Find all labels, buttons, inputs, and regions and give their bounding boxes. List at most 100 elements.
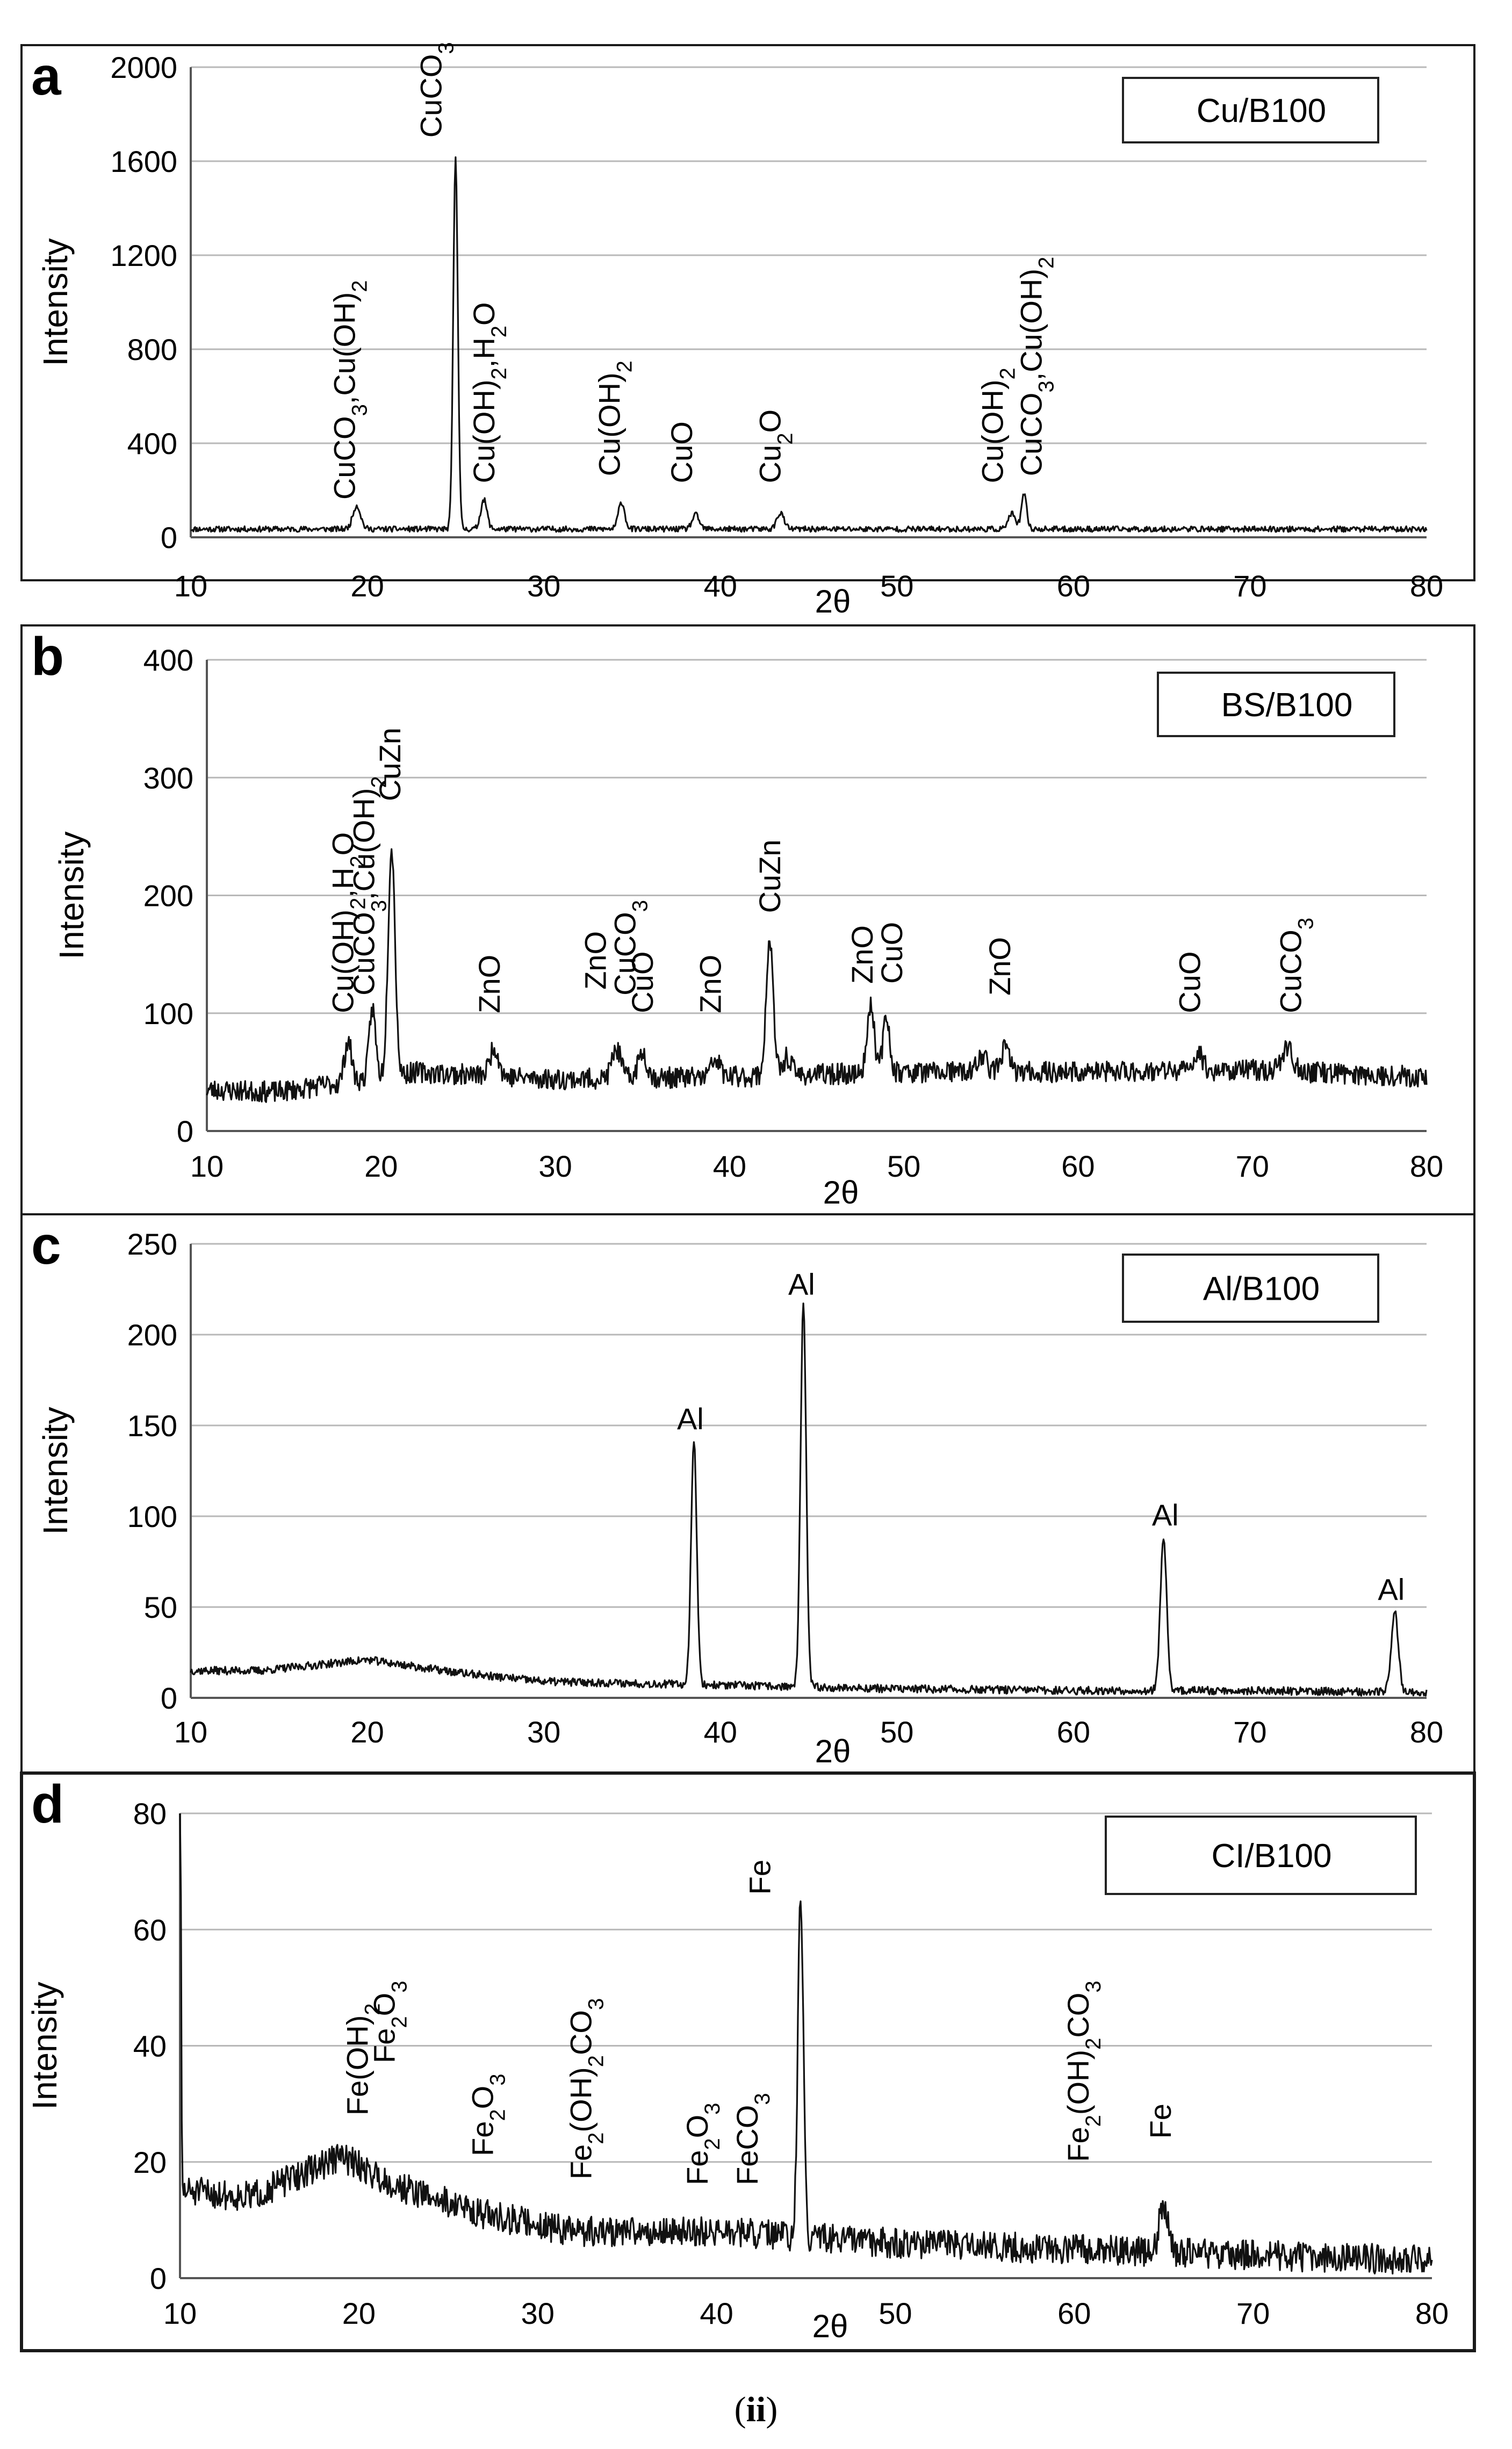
peak-label: ZnO xyxy=(694,955,728,1013)
peak-label: CuCO3 xyxy=(608,900,652,996)
peak-label-part: O xyxy=(326,832,359,856)
peak-label-part: (OH) xyxy=(564,2067,598,2132)
peak-label-part: 2 xyxy=(701,2138,724,2150)
peak-label-part: Cu(OH) xyxy=(326,910,359,1013)
x-tick-label: 10 xyxy=(174,569,207,603)
y-tick-label: 250 xyxy=(127,1227,177,1261)
peak-label: CuCO3 xyxy=(1274,918,1318,1013)
legend-box xyxy=(1122,1254,1379,1323)
peak-label: Al xyxy=(788,1267,815,1301)
y-tick-label: 80 xyxy=(133,1797,167,1831)
peak-label-part: 3 xyxy=(1035,380,1059,392)
peak-label-part: 2 xyxy=(773,433,797,445)
panel-frame xyxy=(20,44,1475,581)
peak-label: Al xyxy=(1152,1498,1179,1532)
peak-label-part: 2 xyxy=(1035,257,1059,269)
y-tick-label: 0 xyxy=(161,521,177,554)
x-tick-label: 40 xyxy=(713,1149,746,1183)
x-tick-label: 40 xyxy=(704,1715,737,1749)
x-tick-label: 40 xyxy=(704,569,737,603)
peak-label-part: 3 xyxy=(1082,1980,1105,1992)
peak-label: CuO xyxy=(625,952,659,1013)
x-tick-label: 80 xyxy=(1415,2296,1449,2330)
y-tick-label: 50 xyxy=(144,1590,177,1624)
peak-label-part: 2 xyxy=(367,776,391,788)
x-tick-label: 70 xyxy=(1233,569,1266,603)
peak-label: Cu(OH)2,H2O xyxy=(326,832,370,1013)
peak-label-part: Fe xyxy=(564,2144,598,2179)
peak-label-part: O xyxy=(753,409,787,433)
peak-label-part: 3 xyxy=(1294,918,1318,930)
peak-label-part: 2 xyxy=(487,326,511,337)
peak-label-part: 2 xyxy=(1082,2038,1105,2050)
peak-label-part: Fe xyxy=(1143,2104,1177,2138)
y-axis-label: Intensity xyxy=(25,1982,64,2109)
peak-label-part: 2 xyxy=(996,368,1019,379)
peak-label-part: CuCO xyxy=(1274,930,1308,1013)
x-tick-label: 60 xyxy=(1061,1149,1095,1183)
peak-label-part: O xyxy=(467,302,501,326)
xrd-trace xyxy=(206,848,1428,1103)
peak-label: CuO xyxy=(665,421,699,483)
peak-label-part: Fe xyxy=(743,1860,776,1895)
y-tick-label: 0 xyxy=(161,1681,177,1715)
peak-label-part: ZnO xyxy=(845,925,879,984)
peak-label-part: Fe xyxy=(466,2121,500,2156)
x-tick-label: 50 xyxy=(880,569,913,603)
caption-close: ) xyxy=(766,2390,778,2429)
x-tick-label: 80 xyxy=(1410,1149,1443,1183)
peak-label-part: 3 xyxy=(387,1981,411,1993)
panel-letter: a xyxy=(31,46,62,106)
peak-label-part: 2 xyxy=(585,2055,608,2067)
peak-label-part: 3 xyxy=(701,2103,724,2115)
y-axis-label: Intensity xyxy=(36,1407,75,1535)
x-tick-label: 40 xyxy=(700,2296,733,2330)
y-tick-label: 400 xyxy=(127,427,177,460)
peak-label: CuZn xyxy=(753,839,787,913)
x-tick-label: 80 xyxy=(1410,569,1443,603)
x-axis-label: 2θ xyxy=(815,1733,851,1769)
xrd-trace xyxy=(190,156,1428,533)
peak-label: Fe2O3 xyxy=(680,2103,724,2185)
x-tick-label: 70 xyxy=(1236,2296,1270,2330)
peak-label-part: Fe xyxy=(367,2028,401,2063)
panel-letter: d xyxy=(31,1774,64,1834)
peak-label-part: Cu(OH) xyxy=(592,372,626,476)
panel-c: 0 50 100 150 200 250 10 20 30 40 50 60 70 80 2θ Intensi… xyxy=(20,1213,1475,1774)
y-tick-label: 150 xyxy=(127,1409,177,1443)
x-tick-label: 50 xyxy=(879,2296,912,2330)
peak-label-part: 2 xyxy=(1082,2115,1105,2127)
peak-label: ZnO xyxy=(579,931,613,990)
x-tick-label: 30 xyxy=(521,2296,555,2330)
y-tick-label: 200 xyxy=(143,879,193,913)
panel-letter: b xyxy=(31,626,64,687)
peak-label-part: (OH) xyxy=(1061,2050,1095,2115)
peak-label-part: 3 xyxy=(751,2093,774,2105)
y-tick-label: 300 xyxy=(143,761,193,795)
peak-label-part: CuCO xyxy=(328,416,362,500)
peak-label: Al xyxy=(677,1402,704,1436)
peak-label: CuZn xyxy=(373,728,407,801)
peak-label-part: ZnO xyxy=(983,937,1017,996)
peak-label: CuCO3 xyxy=(414,42,458,138)
peak-label: ZnO xyxy=(845,925,879,984)
peak-label-part: Al xyxy=(788,1267,815,1301)
legend-box xyxy=(1105,1816,1417,1895)
peak-label-part: ,Cu(OH) xyxy=(328,292,362,404)
panel-d: 0 20 40 60 80 10 20 30 40 50 60 70 80 2θ Intensity d CI/… xyxy=(20,1771,1476,2352)
peak-label-part: 2 xyxy=(348,280,372,292)
peak-label-part: 2 xyxy=(585,2133,608,2144)
peak-label-part: CO xyxy=(564,2010,598,2055)
peak-label-part: CuCO xyxy=(414,54,448,138)
peak-label: CuO xyxy=(1172,952,1206,1013)
peak-label-part: Fe xyxy=(680,2150,714,2185)
peak-label-part: CuO xyxy=(665,421,699,483)
peak-label-part: 3 xyxy=(629,900,652,912)
x-tick-label: 10 xyxy=(174,1715,207,1749)
peak-label-part: 2 xyxy=(486,2109,510,2121)
panel-frame xyxy=(20,1771,1476,2352)
peak-label: ZnO xyxy=(983,937,1017,996)
x-tick-label: 20 xyxy=(350,1715,384,1749)
x-tick-label: 50 xyxy=(887,1149,920,1183)
peak-label-part: 3 xyxy=(585,1998,608,2010)
